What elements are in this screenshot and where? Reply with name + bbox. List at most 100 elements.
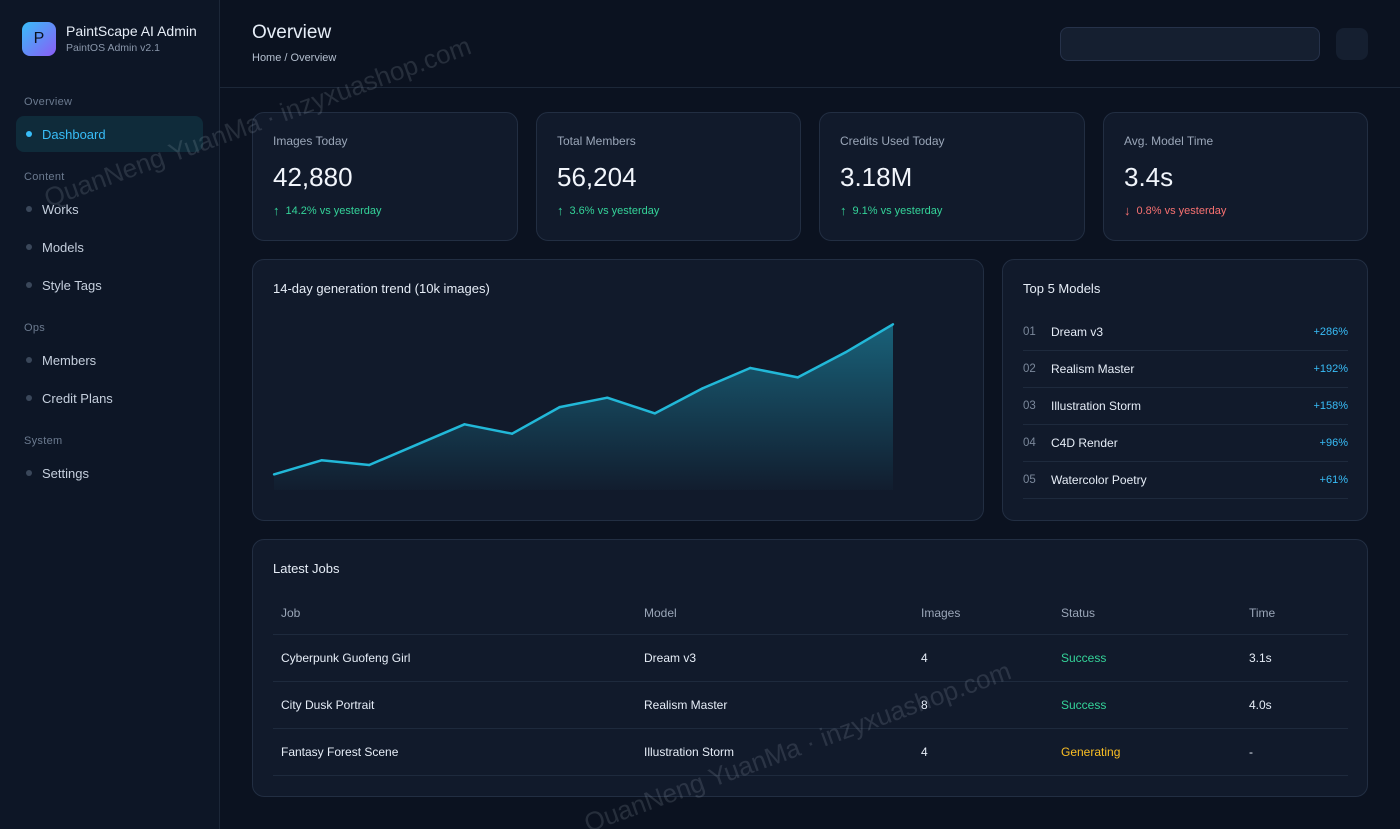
dot-icon bbox=[26, 282, 32, 288]
nav-section-system: System bbox=[24, 435, 63, 447]
model-name: Dream v3 bbox=[1051, 325, 1104, 339]
column-header-status: Status bbox=[1061, 606, 1096, 620]
sidebar-item-works[interactable]: Works bbox=[16, 191, 203, 227]
dot-icon bbox=[26, 357, 32, 363]
latest-jobs-card: Latest Jobs Job Model Images Status Time… bbox=[252, 539, 1368, 797]
model-growth: +286% bbox=[1313, 326, 1348, 338]
stat-card-images-today: Images Today 42,880 ↑ 14.2% vs yesterday bbox=[252, 112, 518, 241]
model-growth: +96% bbox=[1319, 437, 1348, 449]
top-models-title: Top 5 Models bbox=[1023, 281, 1101, 296]
stat-value: 3.18M bbox=[840, 162, 913, 192]
stat-delta-text: 3.6% vs yesterday bbox=[569, 204, 660, 217]
sidebar-item-credit-plans[interactable]: Credit Plans bbox=[16, 380, 203, 416]
job-images: 4 bbox=[921, 745, 928, 759]
trend-line bbox=[273, 323, 894, 476]
stat-delta: ↑ 3.6% vs yesterday bbox=[557, 203, 659, 218]
trend-point-5 bbox=[463, 423, 466, 426]
dot-icon bbox=[26, 244, 32, 250]
list-item[interactable]: 02 Realism Master +192% bbox=[1023, 351, 1348, 388]
trend-point-2 bbox=[320, 459, 323, 462]
model-growth: +158% bbox=[1313, 400, 1348, 412]
brand: P PaintScape AI Admin PaintOS Admin v2.1 bbox=[22, 22, 197, 56]
job-time: 4.0s bbox=[1249, 698, 1272, 712]
trend-point-1 bbox=[272, 473, 276, 476]
trend-point-8 bbox=[606, 396, 609, 399]
page-title: Overview bbox=[252, 22, 332, 43]
table-row[interactable]: City Dusk Portrait Realism Master 8 Succ… bbox=[273, 682, 1348, 729]
stat-delta-text: 9.1% vs yesterday bbox=[852, 204, 943, 217]
sidebar-item-settings[interactable]: Settings bbox=[16, 455, 203, 491]
trend-point-13 bbox=[844, 351, 847, 354]
trend-chart bbox=[272, 323, 895, 490]
job-images: 8 bbox=[921, 698, 928, 712]
sidebar-item-label: Models bbox=[42, 239, 84, 255]
model-rank: 01 bbox=[1023, 326, 1036, 338]
search-input[interactable] bbox=[1060, 27, 1320, 61]
trend-area bbox=[274, 324, 893, 490]
trend-point-6 bbox=[510, 432, 514, 435]
nav-section-overview: Overview bbox=[24, 96, 73, 108]
model-rank: 04 bbox=[1023, 437, 1036, 449]
trend-point-10 bbox=[701, 387, 704, 390]
table-row[interactable]: Fantasy Forest Scene Illustration Storm … bbox=[273, 729, 1348, 776]
sidebar-item-label: Works bbox=[42, 201, 79, 217]
model-growth: +192% bbox=[1313, 363, 1348, 375]
header-action-button[interactable] bbox=[1336, 28, 1368, 60]
arrow-up-icon: ↑ bbox=[840, 203, 847, 218]
trend-point-14 bbox=[891, 323, 895, 326]
trend-chart-card: 14-day generation trend (10k images) bbox=[252, 259, 984, 521]
job-images: 4 bbox=[921, 651, 928, 665]
trend-point-7 bbox=[558, 405, 561, 409]
column-header-time: Time bbox=[1249, 606, 1276, 620]
list-item[interactable]: 01 Dream v3 +286% bbox=[1023, 314, 1348, 351]
table-row[interactable]: Cyberpunk Guofeng Girl Dream v3 4 Succes… bbox=[273, 635, 1348, 682]
nav-section-content: Content bbox=[24, 171, 65, 183]
stat-delta: ↑ 9.1% vs yesterday bbox=[840, 203, 942, 218]
sidebar-item-style-tags[interactable]: Style Tags bbox=[16, 267, 203, 303]
job-model: Realism Master bbox=[644, 698, 728, 712]
column-header-job: Job bbox=[281, 606, 301, 620]
sidebar-item-label: Credit Plans bbox=[42, 390, 113, 406]
top-header: Overview Home / Overview bbox=[220, 0, 1400, 88]
breadcrumb: Home / Overview bbox=[252, 52, 337, 64]
stat-label: Avg. Model Time bbox=[1124, 134, 1214, 148]
sidebar-item-label: Settings bbox=[42, 465, 89, 481]
model-name: Illustration Storm bbox=[1051, 399, 1142, 413]
model-rank: 02 bbox=[1023, 363, 1036, 375]
stat-delta-text: 0.8% vs yesterday bbox=[1136, 204, 1227, 217]
brand-title: PaintScape AI Admin bbox=[66, 23, 197, 39]
stat-label: Total Members bbox=[557, 134, 636, 148]
sidebar-item-models[interactable]: Models bbox=[16, 229, 203, 265]
sidebar-item-members[interactable]: Members bbox=[16, 342, 203, 378]
brand-logo: P bbox=[22, 22, 56, 56]
sidebar: P PaintScape AI Admin PaintOS Admin v2.1… bbox=[0, 0, 220, 829]
stat-value: 42,880 bbox=[273, 162, 353, 192]
stat-value: 56,204 bbox=[557, 162, 637, 192]
model-name: Realism Master bbox=[1051, 362, 1135, 376]
model-rank: 03 bbox=[1023, 400, 1036, 412]
trend-point-11 bbox=[749, 366, 752, 370]
list-item[interactable]: 04 C4D Render +96% bbox=[1023, 425, 1348, 462]
stat-card-total-members: Total Members 56,204 ↑ 3.6% vs yesterday bbox=[536, 112, 801, 241]
sidebar-item-dashboard[interactable]: Dashboard bbox=[16, 116, 203, 152]
job-model: Illustration Storm bbox=[644, 745, 735, 759]
dot-icon bbox=[26, 131, 32, 137]
arrow-down-icon: ↓ bbox=[1124, 203, 1131, 218]
trend-point-12 bbox=[796, 376, 799, 379]
dot-icon bbox=[26, 395, 32, 401]
list-item[interactable]: 03 Illustration Storm +158% bbox=[1023, 388, 1348, 425]
stat-card-avg-model-time: Avg. Model Time 3.4s ↓ 0.8% vs yesterday bbox=[1103, 112, 1368, 241]
stat-value: 3.4s bbox=[1124, 162, 1174, 192]
sidebar-item-label: Members bbox=[42, 352, 97, 368]
sidebar-item-label: Style Tags bbox=[42, 277, 102, 293]
jobs-title: Latest Jobs bbox=[273, 561, 340, 576]
list-item[interactable]: 05 Watercolor Poetry +61% bbox=[1023, 462, 1348, 499]
table-header: Job Model Images Status Time bbox=[273, 592, 1348, 635]
model-growth: +61% bbox=[1319, 474, 1348, 486]
job-name: Cyberpunk Guofeng Girl bbox=[281, 651, 411, 665]
stat-label: Credits Used Today bbox=[840, 134, 945, 148]
job-name: City Dusk Portrait bbox=[281, 698, 375, 712]
model-rank: 05 bbox=[1023, 474, 1036, 486]
arrow-up-icon: ↑ bbox=[273, 203, 280, 218]
status-badge: Success bbox=[1061, 698, 1107, 712]
